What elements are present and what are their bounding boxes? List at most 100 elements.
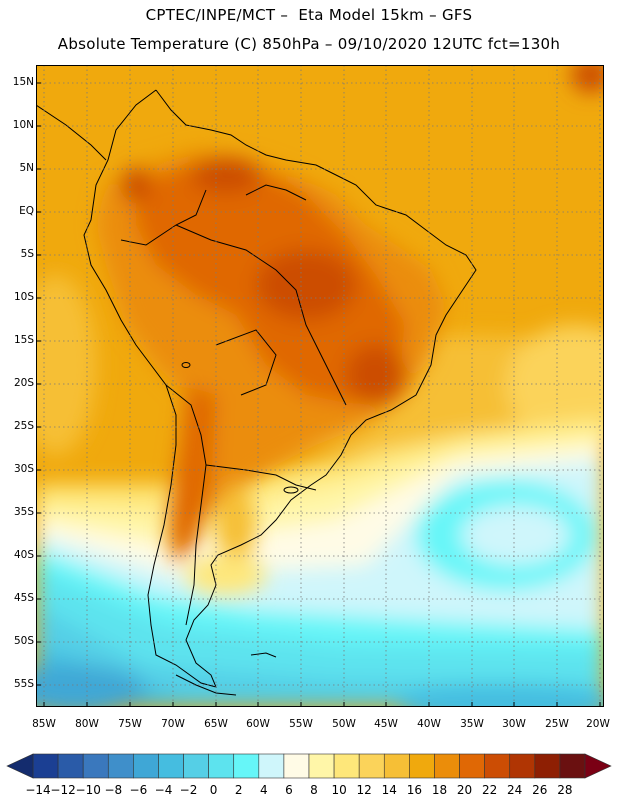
colorbar-label: −8	[104, 783, 123, 797]
map-border	[36, 65, 604, 707]
hot-spot-brazil-central	[346, 345, 406, 405]
lon-label-25w: 25W	[545, 718, 569, 730]
colorbar-label: 12	[356, 783, 372, 797]
colorbar-swatch	[233, 753, 260, 779]
central-america-isthmus	[36, 104, 107, 161]
bolivia-border	[215, 329, 277, 396]
colorbar-swatch	[409, 753, 435, 779]
lon-label-65w: 65W	[204, 718, 228, 730]
colorbar-swatch	[534, 753, 561, 779]
colorbar-label: 8	[310, 783, 318, 797]
colorbar	[6, 753, 612, 779]
lat-label-10n: 10N	[12, 119, 34, 131]
cold-pool-southeast	[396, 683, 604, 707]
colorbar-swatch	[333, 753, 360, 779]
colorbar-swatch	[32, 753, 59, 779]
colorbar-swatch	[183, 753, 209, 779]
colorbar-swatch	[434, 753, 460, 779]
lat-label-55s: 55S	[13, 678, 34, 690]
title-line-1: CPTEC/INPE/MCT – Eta Model 15km – GFS	[145, 6, 473, 24]
falklands	[250, 652, 277, 658]
colorbar-swatch	[308, 753, 335, 779]
colorbar-label: 10	[331, 783, 347, 797]
colorbar-label: 2	[234, 783, 243, 797]
colorbar-label: 26	[532, 783, 548, 797]
argentina-border	[205, 464, 317, 491]
lon-label-40w: 40W	[417, 718, 441, 730]
lon-label-85w: 85W	[32, 718, 56, 730]
hot-spot-brazil-north	[256, 250, 356, 320]
patagonia-coastal-strip	[216, 485, 256, 565]
lat-label-15s: 15S	[13, 334, 34, 346]
cold-ocean-inner	[461, 505, 571, 565]
colorbar-label: −14	[25, 783, 51, 797]
lat-label-10s: 10S	[13, 291, 34, 303]
lat-label-40s: 40S	[13, 549, 34, 561]
lat-label-15n: 15N	[12, 76, 34, 88]
colorbar-label: 28	[557, 783, 573, 797]
colorbar-label: 20	[456, 783, 473, 797]
lat-label-30s: 30S	[13, 463, 34, 475]
warm-ocean-west	[36, 275, 96, 455]
lon-label-45w: 45W	[374, 718, 398, 730]
colorbar-label: 22	[481, 783, 498, 797]
lon-label-75w: 75W	[118, 718, 142, 730]
lon-label-80w: 80W	[75, 718, 99, 730]
lat-label-5n: 5N	[19, 162, 34, 174]
lon-label-55w: 55W	[289, 718, 313, 730]
temperature-map	[36, 65, 604, 707]
andes-border	[165, 384, 207, 626]
colorbar-swatch	[509, 753, 536, 779]
lon-label-35w: 35W	[460, 718, 484, 730]
colorbar-label: 6	[285, 783, 293, 797]
colorbar-label: 16	[406, 783, 423, 797]
colorbar-swatch	[383, 753, 410, 779]
lat-label-50s: 50S	[13, 635, 34, 647]
colorbar-label: −10	[75, 783, 101, 797]
lat-label-35s: 35S	[13, 506, 34, 518]
lake-titicaca	[181, 362, 191, 368]
lon-label-70w: 70W	[161, 718, 185, 730]
colorbar-swatch	[484, 753, 511, 779]
lon-label-50w: 50W	[332, 718, 356, 730]
brazil-border-west	[175, 224, 347, 406]
colorbar-swatch	[133, 753, 159, 779]
title-line-2: Absolute Temperature (C) 850hPa – 09/10/…	[57, 35, 561, 53]
colorbar-swatch	[283, 753, 310, 779]
colorbar-swatch	[57, 753, 84, 779]
colorbar-over-arrow	[584, 753, 612, 779]
colorbar-swatch	[82, 753, 109, 779]
gulf-san-matias-warmth	[186, 555, 266, 595]
colorbar-swatch	[258, 753, 285, 779]
lagoa-dos-patos	[283, 486, 299, 494]
warm-ocean-east	[506, 325, 604, 445]
hot-spot-venezuela	[571, 65, 604, 93]
guianas-border	[245, 184, 307, 201]
colombia-border	[120, 189, 207, 246]
colorbar-under-arrow	[6, 753, 34, 779]
colorbar-label: 24	[507, 783, 523, 797]
lon-label-30w: 30W	[502, 718, 526, 730]
colorbar-swatch	[559, 753, 586, 779]
colorbar-label: −12	[50, 783, 76, 797]
colorbar-swatch	[459, 753, 485, 779]
hot-spot-colombia	[121, 167, 151, 203]
colorbar-swatch	[208, 753, 235, 779]
colorbar-swatch	[358, 753, 385, 779]
lat-label-25s: 25S	[13, 420, 34, 432]
lon-label-60w: 60W	[246, 718, 270, 730]
lon-label-20w: 20W	[586, 718, 610, 730]
colorbar-swatch	[107, 753, 134, 779]
colorbar-label: −6	[129, 783, 148, 797]
lat-label-5s: 5S	[20, 248, 34, 260]
sky-band	[36, 605, 604, 707]
colorbar-swatch	[158, 753, 184, 779]
colorbar-label: 4	[259, 783, 268, 797]
tierra-del-fuego	[175, 674, 237, 696]
colorbar-label: −4	[154, 783, 173, 797]
hot-spot-amazon-north	[191, 157, 261, 193]
colorbar-label: −2	[179, 783, 198, 797]
lat-label-45s: 45S	[13, 592, 34, 604]
colorbar-label: 14	[381, 783, 397, 797]
lat-label-20s: 20S	[13, 377, 34, 389]
